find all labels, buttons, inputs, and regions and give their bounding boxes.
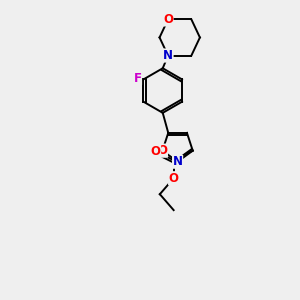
Text: O: O [151, 145, 160, 158]
Text: N: N [172, 155, 183, 168]
Text: F: F [134, 72, 142, 85]
Text: O: O [158, 144, 167, 157]
Text: O: O [163, 13, 173, 26]
Text: N: N [163, 49, 173, 62]
Text: O: O [169, 172, 178, 185]
